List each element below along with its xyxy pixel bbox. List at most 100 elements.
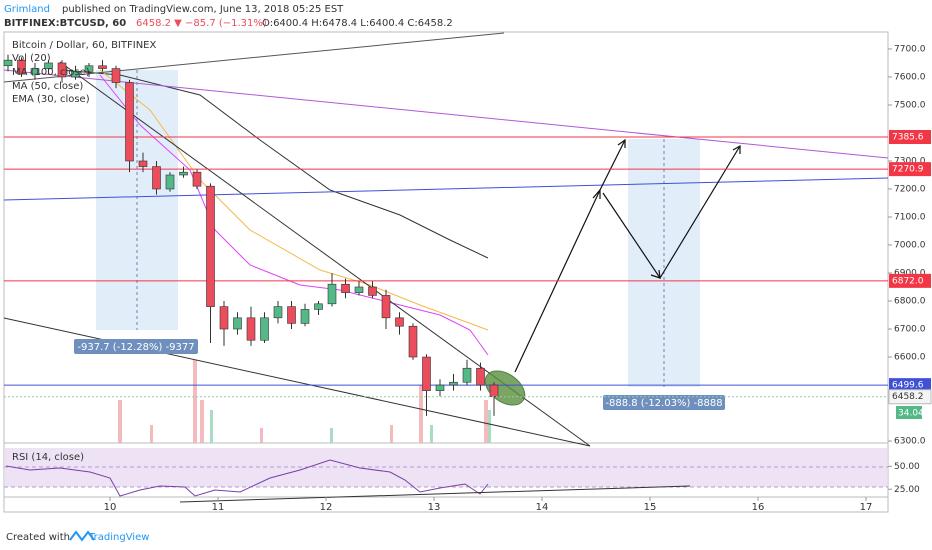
candle-body	[179, 171, 188, 176]
candle-body	[71, 71, 80, 78]
y-tick-label: 6900.0	[894, 269, 926, 279]
x-tick-label: 15	[644, 502, 657, 513]
ma-100	[59, 69, 489, 259]
candle-body	[300, 309, 310, 324]
title: Bitcoin / Dollar, 60, BITFINEX	[12, 40, 156, 51]
candle-body	[17, 59, 26, 75]
candle-body	[192, 171, 202, 187]
candle-body	[219, 306, 229, 330]
candle-body	[125, 82, 134, 162]
indicator-label: Vol (20)	[12, 53, 51, 64]
price-tag-label: 6872.0	[892, 276, 924, 286]
projection-arrows	[514, 138, 741, 373]
footer-text: Created with	[6, 532, 70, 543]
candle-body	[98, 65, 107, 69]
price-tag	[889, 130, 931, 145]
trendline	[3, 32, 505, 83]
candle-body	[462, 367, 472, 383]
ma-50	[99, 69, 489, 331]
measure-label: -888.8 (-12.03%) -8888	[605, 398, 722, 409]
trendline	[3, 177, 889, 201]
indicator-label: MA (50, close)	[12, 81, 83, 92]
price-tag	[889, 378, 931, 393]
candle-body	[381, 295, 391, 319]
volume-label: 34.04	[898, 409, 924, 419]
candle-body	[246, 317, 256, 341]
y-tick-label: 7200.0	[894, 184, 926, 194]
candle-body	[260, 317, 269, 341]
candle-body	[111, 68, 121, 83]
indicator-label: EMA (30, close)	[12, 94, 90, 105]
x-tick-label: 16	[752, 502, 765, 513]
candle-body	[395, 317, 404, 327]
candle-body	[327, 283, 337, 305]
candle-body	[368, 286, 377, 296]
rsi-line	[5, 459, 489, 497]
trendline	[3, 69, 889, 159]
volume-tag	[896, 406, 922, 419]
candle-body	[206, 185, 215, 307]
measure-label: -937.7 (-12.28%) -9377	[77, 342, 194, 353]
candle-body	[287, 306, 296, 324]
author[interactable]: Grimland	[4, 4, 50, 15]
rsi-trendline	[179, 485, 691, 503]
candle-body	[57, 62, 67, 78]
x-tick-label: 13	[428, 502, 441, 513]
measure-label-box	[74, 339, 198, 354]
y-tick-label: 7500.0	[894, 100, 926, 110]
price-tag-label: 7270.9	[892, 165, 924, 175]
candle-body	[489, 384, 499, 398]
volume-bars	[210, 410, 491, 443]
y-tick-label: 7000.0	[894, 241, 926, 251]
measure-label-box	[603, 395, 725, 410]
candle-body	[449, 381, 458, 386]
x-tick-label: 12	[320, 502, 333, 513]
logo	[69, 530, 95, 542]
rsi-tick-label: 25.00	[894, 485, 920, 495]
last-price-label: 6458.2	[892, 392, 924, 402]
candle-body	[435, 384, 445, 391]
x-tick-label: 11	[212, 502, 225, 513]
candle-body	[408, 325, 418, 358]
candle-body	[152, 166, 161, 190]
symbol: BITFINEX:BTCUSD, 60	[4, 18, 126, 29]
candle-body	[476, 367, 485, 386]
candle-body	[165, 174, 175, 190]
candle-body	[354, 286, 364, 293]
candle-body	[273, 306, 283, 319]
price-tag	[889, 273, 931, 288]
price-tag-label: 6499.6	[892, 381, 924, 391]
candle-body	[314, 303, 323, 310]
y-tick-label: 6800.0	[894, 297, 926, 307]
y-tick-label: 7600.0	[894, 72, 926, 82]
x-tick-label: 10	[104, 502, 117, 513]
candle-body	[84, 65, 94, 72]
x-tick-label: 14	[536, 502, 549, 513]
candle-body	[233, 317, 242, 330]
candle-body	[341, 283, 350, 293]
y-tick-label: 6300.0	[894, 437, 926, 447]
y-tick-label: 7300.0	[894, 156, 926, 166]
footer-brand[interactable]: TradingView	[88, 532, 149, 543]
ema-30	[99, 74, 489, 356]
candle-body	[422, 356, 431, 391]
rsi-tick-label: 50.00	[894, 462, 920, 472]
rsi-title: RSI (14, close)	[12, 452, 84, 463]
ohlc: O:6400.4 H:6478.4 L:6400.4 C:6458.2	[262, 18, 453, 29]
y-tick-label: 6600.0	[894, 353, 926, 363]
indicator-label: MA (100, close)	[12, 67, 90, 78]
quote: 6458.2 ▼ −85.7 (−1.31%)	[136, 18, 267, 29]
y-tick-label: 7700.0	[894, 44, 926, 54]
volume-bars	[118, 360, 488, 443]
price-tag	[889, 162, 931, 177]
y-tick-label: 6700.0	[894, 325, 926, 335]
candle-body	[3, 59, 13, 67]
y-tick-label: 7100.0	[894, 212, 926, 222]
candle-body	[138, 160, 148, 167]
candle-body	[30, 68, 40, 75]
price-tag-label: 7385.6	[892, 133, 924, 143]
published: published on TradingView.com, June 13, 2…	[62, 4, 344, 15]
price-tag	[888, 389, 932, 405]
x-tick-label: 17	[860, 502, 873, 513]
